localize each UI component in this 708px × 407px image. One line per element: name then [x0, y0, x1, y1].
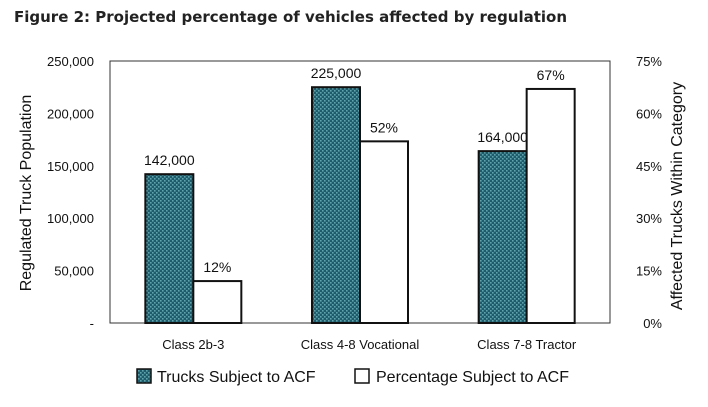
y-axis-tick-label: -: [90, 316, 94, 331]
y-axis-tick-label: 50,000: [54, 264, 94, 279]
y2-axis-title: Affected Trucks Within Category: [669, 82, 686, 310]
data-label: 225,000: [311, 65, 362, 81]
legend-label-percentage: Percentage Subject to ACF: [376, 369, 569, 386]
y2-axis-tick-label: 30%: [636, 211, 662, 226]
y2-axis-tick-label: 75%: [636, 54, 662, 69]
y2-axis-tick-label: 45%: [636, 159, 662, 174]
y-axis-tick-label: 200,000: [47, 106, 94, 121]
bar-trucks-subject: [477, 150, 528, 324]
data-label: 164,000: [477, 129, 528, 145]
figure-title: Figure 2: Projected percentage of vehicl…: [14, 8, 568, 26]
legend-swatch-percentage: [354, 368, 370, 384]
x-axis-tick-label: Class 7-8 Tractor: [477, 337, 577, 352]
y-axis-tick-label: 150,000: [47, 159, 94, 174]
data-label: 142,000: [144, 152, 195, 168]
y2-axis-tick-label: 0%: [643, 316, 662, 331]
bar-trucks-subject: [311, 86, 361, 324]
y-axis-tick-label: 250,000: [47, 54, 94, 69]
x-axis-tick-label: Class 4-8 Vocational: [301, 337, 420, 352]
y-axis-tick-label: 100,000: [47, 211, 94, 226]
data-label: 12%: [203, 259, 231, 275]
y2-axis-tick-label: 15%: [636, 264, 662, 279]
data-label: 52%: [370, 119, 398, 135]
bar-percentage-subject: [525, 87, 576, 324]
x-axis-tick-label: Class 2b-3: [162, 337, 224, 352]
y-axis-title: Regulated Truck Population: [18, 95, 35, 292]
legend-label-trucks: Trucks Subject to ACF: [157, 369, 316, 386]
data-label: 67%: [537, 67, 565, 83]
bar-trucks-subject: [144, 173, 195, 324]
y2-axis-tick-label: 60%: [636, 106, 662, 121]
bar-percentage-subject: [359, 140, 409, 324]
bar-percentage-subject: [192, 280, 243, 324]
legend-swatch-trucks: [136, 368, 152, 384]
